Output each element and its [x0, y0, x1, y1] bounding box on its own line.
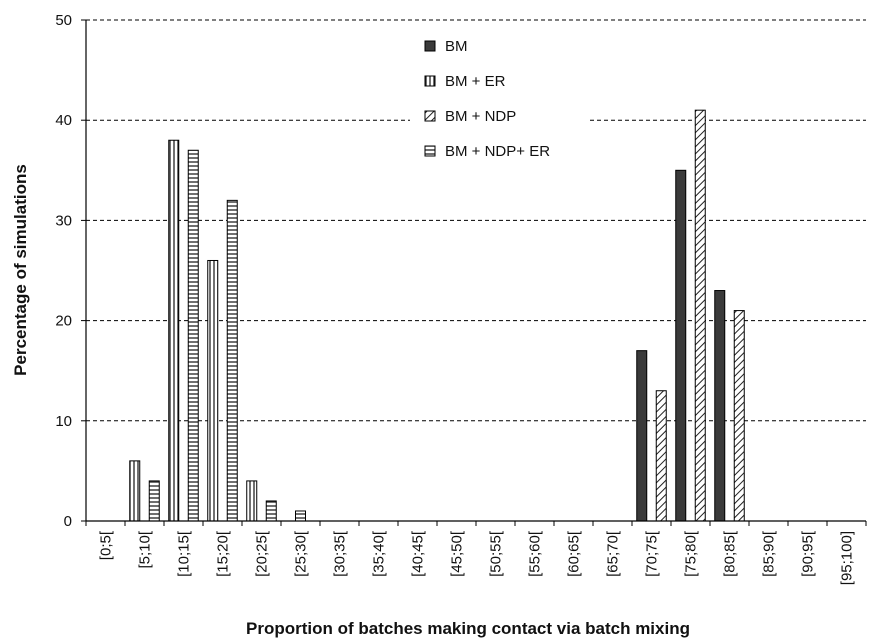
bar-bm-er	[207, 259, 219, 522]
legend-swatch-bm	[424, 40, 436, 52]
bar-bm-ndp	[655, 390, 667, 522]
bar-bm-ndp-er	[265, 500, 277, 522]
x-tick-labels: [0;5[ [5;10[ [10;15[ [15;20[ [20;25[ [25;30[ […	[85, 521, 867, 585]
x-tick-label: [35;40[	[371, 530, 388, 577]
x-tick-label: [50;55[	[488, 530, 505, 577]
legend-label-bm-ndp-er: BM + NDP+ ER	[445, 143, 550, 160]
x-tick-label: [15;20[	[215, 530, 232, 577]
legend: BM BM + ER BM + NDP BM + NDP+ ER	[410, 30, 590, 172]
legend-swatch-bm-ndp	[424, 110, 436, 122]
y-tick-label: 20	[55, 313, 72, 330]
x-tick-label: [95;100]	[839, 531, 856, 585]
y-tick-label: 40	[55, 112, 72, 129]
x-tick-label: [40;45[	[410, 530, 427, 577]
legend-label-bm: BM	[445, 38, 468, 55]
x-tick-label: [75;80[	[683, 530, 700, 577]
x-tick-label: [55;60[	[527, 530, 544, 577]
y-tick-label: 30	[55, 212, 72, 229]
bar-bm-ndp-er	[226, 199, 238, 522]
bar-bm-ndp	[733, 310, 745, 522]
bar-bm	[675, 169, 687, 522]
bar-bm-ndp	[694, 109, 706, 522]
x-tick-label: [90;95[	[800, 530, 817, 577]
x-tick-label: [0;5[	[98, 530, 115, 560]
x-tick-label: [10;15[	[176, 530, 193, 577]
x-tick-label: [85;90[	[761, 530, 778, 577]
legend-swatch-bm-er	[424, 75, 436, 87]
y-tick-label: 10	[55, 413, 72, 430]
x-tick-label: [25;30[	[293, 530, 310, 577]
bar-bm-ndp-er	[148, 480, 160, 522]
x-axis-title: Proportion of batches making contact via…	[246, 619, 690, 638]
bar-bm-er	[168, 139, 180, 522]
bar-bm-er	[129, 460, 141, 522]
bar-bm-ndp-er	[295, 510, 306, 522]
legend-background	[410, 30, 590, 172]
legend-label-bm-ndp: BM + NDP	[445, 108, 516, 125]
bar-bm	[714, 290, 726, 522]
x-tick-label: [70;75[	[644, 530, 661, 577]
legend-swatch-bm-ndp-er	[424, 145, 436, 157]
x-tick-label: [30;35[	[332, 530, 349, 577]
x-tick-label: [20;25[	[254, 530, 271, 577]
bar-bm-er	[246, 480, 258, 522]
x-tick-label: [65;70[	[605, 530, 622, 577]
y-tick-label: 50	[55, 12, 72, 29]
y-tick-labels: 0 10 20 30 40 50	[55, 12, 86, 530]
x-tick-label: [5;10[	[137, 530, 154, 568]
bars	[129, 109, 745, 522]
x-tick-label: [60;65[	[566, 530, 583, 577]
y-tick-label: 0	[64, 513, 72, 530]
bar-bm-ndp-er	[187, 149, 199, 522]
x-tick-label: [80;85[	[722, 530, 739, 577]
bar-bm	[636, 350, 648, 522]
x-tick-label: [45;50[	[449, 530, 466, 577]
y-axis-title: Percentage of simulations	[11, 164, 30, 376]
legend-label-bm-er: BM + ER	[445, 73, 506, 90]
